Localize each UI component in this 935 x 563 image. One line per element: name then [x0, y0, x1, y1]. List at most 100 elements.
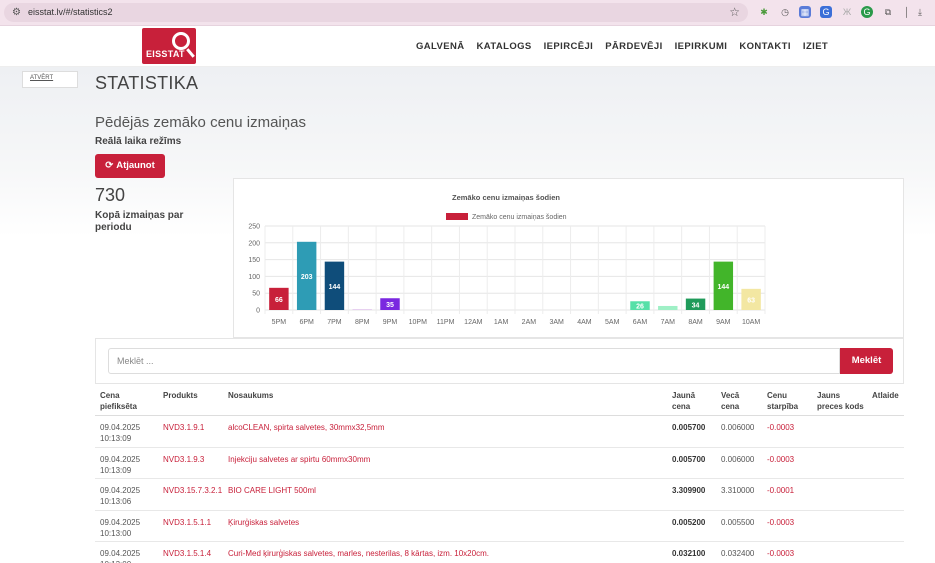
x-tick-label: 5PM	[272, 319, 287, 326]
cell-name[interactable]: Injekciju salvetes ar spirtu 60mmx30mm	[228, 454, 371, 464]
bar	[352, 308, 372, 310]
y-tick-label: 0	[256, 308, 260, 315]
cell-product[interactable]: NVD3.1.9.1	[163, 423, 205, 432]
table-row[interactable]: 09.04.2025 10:13:00 NVD3.1.5.1.1 Ķirurģiska…	[95, 511, 904, 542]
refresh-button[interactable]: ⟳ Atjaunot	[95, 154, 165, 178]
nav-pardeveji[interactable]: PĀRDEVĒJI	[605, 41, 663, 52]
table-row[interactable]: 09.04.2025 10:13:09 NVD3.1.9.3 Injekciju sa…	[95, 448, 904, 479]
x-tick-label: 7PM	[327, 319, 342, 326]
col-date[interactable]: Cena piefiksēta	[100, 391, 137, 411]
table-row[interactable]: 09.04.2025 10:13:09 NVD3.1.9.1 alcoCLEAN, s…	[95, 416, 904, 448]
col-new-code[interactable]: Jauns preces kods	[817, 391, 864, 411]
url-text[interactable]: eisstat.lv/#/statistics2	[28, 7, 113, 17]
cell-name[interactable]: alcoCLEAN, spirta salvetes, 30mmx32,5mm	[228, 423, 385, 432]
bookmark-star-icon[interactable]: ☆	[729, 5, 740, 19]
extension-puzzle-icon[interactable]: ✱	[760, 7, 768, 17]
cell-old-price: 0.006000	[721, 454, 755, 464]
site-settings-icon[interactable]: ⚙	[12, 7, 21, 18]
logo[interactable]: EISSTAT	[142, 28, 196, 64]
x-tick-label: 4AM	[577, 319, 592, 326]
download-icon[interactable]: ⤓	[918, 7, 922, 17]
y-tick-label: 50	[252, 291, 260, 298]
search-panel: Meklēt	[95, 338, 904, 384]
cell-diff: -0.0003	[767, 517, 795, 527]
bar-data-label: 63	[747, 297, 755, 304]
x-tick-label: 6PM	[299, 319, 314, 326]
translate-icon[interactable]: G	[820, 6, 832, 18]
x-tick-label: 10PM	[409, 319, 427, 326]
table-row[interactable]: 09.04.2025 10:13:00 NVD3.1.5.1.4 Curi-Med ķ…	[95, 542, 904, 563]
extension-badge-icon[interactable]: ▦	[799, 6, 811, 18]
cell-date: 09.04.2025	[100, 486, 141, 495]
bar-chart: Zemāko cenu izmaiņas šodien Zemāko cenu i…	[248, 193, 766, 326]
search-input[interactable]	[108, 348, 840, 374]
cell-time: 10:13:09	[100, 434, 132, 443]
nav-iepircēji[interactable]: IEPIRCĒJI	[543, 41, 594, 52]
address-bar[interactable]: ⚙ eisstat.lv/#/statistics2 ☆	[4, 3, 748, 22]
cell-datetime: 09.04.2025 10:13:09	[100, 422, 140, 444]
table-row[interactable]: 09.04.2025 10:13:06 NVD3.15.7.3.2.1 BIO CAR…	[95, 479, 904, 511]
legend-label: Zemāko cenu izmaiņas šodien	[472, 214, 567, 221]
y-tick-label: 150	[248, 257, 260, 264]
cell-product[interactable]: NVD3.1.9.3	[163, 454, 205, 464]
search-button[interactable]: Meklēt	[840, 348, 893, 374]
col-discount[interactable]: Atlaide	[872, 391, 899, 400]
total-changes-value: 730	[95, 185, 126, 205]
cell-time: 10:13:00	[100, 528, 132, 538]
chart-panel: Zemāko cenu izmaiņas šodien Zemāko cenu i…	[233, 178, 904, 338]
x-tick-label: 10AM	[742, 319, 760, 326]
sidebar-open-tab[interactable]: ATVĒRT	[22, 71, 78, 88]
cell-date: 09.04.2025	[100, 549, 141, 558]
nav-iziet[interactable]: IZIET	[802, 41, 829, 52]
col-new-price[interactable]: Jaunā cena	[672, 391, 696, 411]
col-name[interactable]: Nosaukums	[228, 391, 274, 400]
col-product[interactable]: Produkts	[163, 391, 198, 400]
cell-product[interactable]: NVD3.15.7.3.2.1	[163, 486, 223, 495]
cell-date: 09.04.2025	[100, 517, 141, 527]
cell-name[interactable]: Curi-Med ķirurģiskas salvetes, marles, n…	[228, 549, 489, 558]
cell-name[interactable]: Ķirurģiskas salvetes	[228, 517, 300, 527]
cell-diff: -0.0003	[767, 549, 795, 558]
nav-galvena[interactable]: GALVENĀ	[416, 41, 465, 52]
timer-icon[interactable]: ◷	[781, 7, 789, 17]
cell-product[interactable]: NVD3.1.5.1.1	[163, 517, 212, 527]
nav-kontakti[interactable]: KONTAKTI	[739, 41, 791, 52]
x-tick-label: 2AM	[522, 319, 537, 326]
cell-new-price: 3.309900	[672, 486, 706, 495]
x-tick-label: 8AM	[688, 319, 703, 326]
bar	[685, 298, 706, 310]
bar-data-label: 26	[636, 304, 644, 311]
cell-name[interactable]: BIO CARE LIGHT 500ml	[228, 486, 316, 495]
cell-diff: -0.0001	[767, 486, 795, 495]
dictionary-icon[interactable]: Ж	[842, 7, 852, 17]
x-tick-label: 5AM	[605, 319, 620, 326]
bar-data-label: 203	[301, 274, 313, 281]
extensions-icon[interactable]: ⧉	[884, 7, 892, 17]
cell-new-price: 0.032100	[672, 549, 706, 558]
magnifier-icon	[172, 32, 190, 50]
refresh-icon: ⟳	[105, 160, 114, 171]
col-diff[interactable]: Cenu starpība	[767, 391, 799, 411]
realtime-label: Reālā laika režīms	[95, 136, 182, 147]
bar-data-label: 144	[717, 284, 729, 291]
page-title: STATISTIKA	[95, 73, 199, 93]
y-tick-label: 200	[248, 240, 260, 247]
x-tick-label: 12AM	[464, 319, 482, 326]
price-changes-table: Cena piefiksēta Produkts Nosaukums Jaunā…	[95, 386, 904, 563]
nav-iepirkumi[interactable]: IEPIRKUMI	[674, 41, 728, 52]
cell-product[interactable]: NVD3.1.5.1.4	[163, 549, 212, 558]
bar	[741, 288, 761, 310]
nav-katalogs[interactable]: KATALOGS	[476, 41, 532, 52]
cell-time: 10:13:09	[100, 465, 132, 475]
x-tick-label: 6AM	[633, 319, 648, 326]
y-tick-label: 100	[248, 274, 260, 281]
col-old-price[interactable]: Vecā cena	[721, 391, 740, 411]
chart-title: Zemāko cenu izmaiņas šodien	[452, 193, 560, 202]
grammarly-icon[interactable]: G	[861, 6, 873, 18]
bar	[269, 287, 289, 310]
cell-datetime: 09.04.2025 10:13:06	[100, 485, 140, 507]
x-tick-label: 11PM	[437, 319, 455, 326]
cell-new-price: 0.005700	[672, 454, 706, 464]
